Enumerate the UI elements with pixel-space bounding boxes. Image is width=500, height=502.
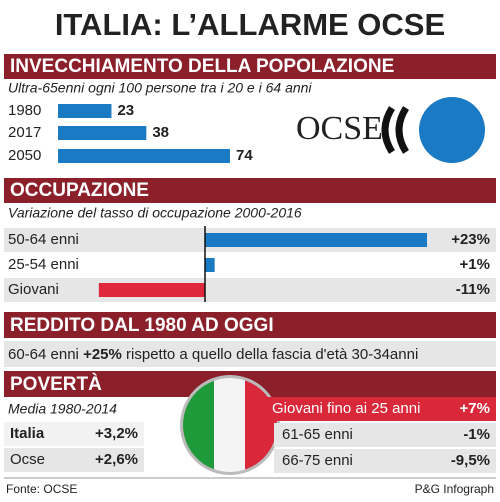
logo-text: OCSE [296,110,383,147]
label: 61-65 enni [282,426,353,443]
section-header [4,178,496,203]
change: +25% [83,346,122,363]
italian-flag [183,378,277,472]
value: -9,5% [451,452,490,469]
subtitle: Media 1980-2014 [8,401,117,417]
bar [58,126,147,140]
value-label: 23 [117,102,134,119]
reddito-text: 60-64 enni +25% rispetto a quello della … [8,346,418,363]
value: +3,2% [95,425,138,442]
row-bg [274,423,496,447]
bar [58,149,230,163]
label: Ocse [10,451,45,468]
ocse-logo: OCSE [296,97,485,163]
value: +2,6% [95,451,138,468]
subtitle: Variazione del tasso di occupazione 2000… [8,205,302,221]
row-bg [262,397,496,421]
row-bg [4,422,144,446]
section-title: POVERTÀ [10,373,102,395]
section-header [4,312,496,338]
category-label: 2050 [8,147,41,164]
subtitle: Ultra-65enni ogni 100 persone tra i 20 e… [8,80,312,96]
source: Fonte: OCSE [6,482,77,496]
value: -1% [463,426,490,443]
value-label: 38 [152,124,169,141]
value-label: 74 [236,147,253,164]
row-bg [274,449,496,473]
value-label: -11% [456,281,490,298]
label: 66-75 enni [282,452,353,469]
category-label: 2017 [8,124,41,141]
title: ITALIA: L’ALLARME OCSE [55,7,445,42]
bar [98,283,205,297]
row-bg [4,448,144,472]
bar [58,104,112,118]
section-title: OCCUPAZIONE [10,180,149,201]
bar [205,258,215,272]
value-label: +23% [451,231,490,248]
label: Italia [10,425,45,442]
text: rispetto a quello della fascia d'età 30-… [126,346,418,363]
category-label: 1980 [8,102,41,119]
label: Giovani fino ai 25 anni [272,400,420,417]
bar [205,233,427,247]
logo-circle [419,97,485,163]
row-bg [4,341,496,367]
group: 60-64 enni [8,346,79,363]
section-title: INVECCHIAMENTO DELLA POPOLAZIONE [10,56,394,77]
credit: P&G Infograph [415,482,494,496]
logo-arc [395,106,410,154]
value: +7% [460,400,490,417]
logo-arc [381,106,396,154]
category-label: 25-54 enni [8,256,79,273]
category-label: Giovani [8,281,59,298]
category-label: 50-64 enni [8,231,79,248]
value-label: +1% [460,256,490,273]
row-bg [4,278,496,302]
section-title: REDDITO DAL 1980 AD OGGI [10,315,274,336]
section-header [4,54,496,79]
